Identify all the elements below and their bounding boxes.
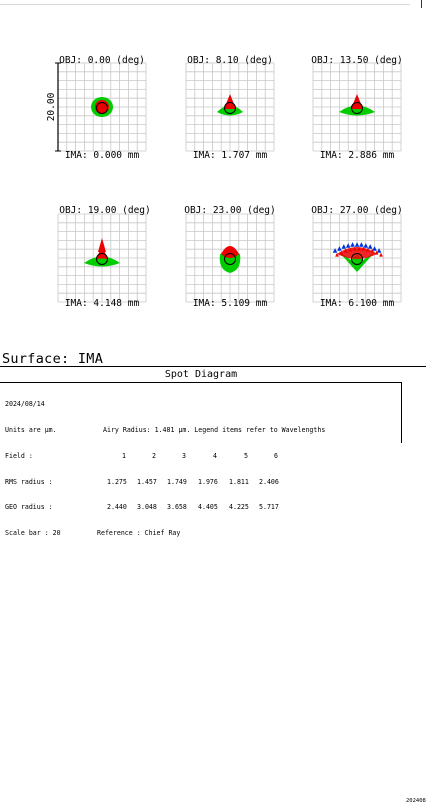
geo-radius-2: 3.048 — [137, 503, 157, 512]
red-ray-mark: ▲ — [357, 246, 361, 252]
field-obj-label: OBJ: 19.00 (deg) — [59, 205, 151, 216]
red-wavelength-spot — [224, 94, 236, 109]
field-obj-label: OBJ: 8.10 (deg) — [187, 55, 273, 66]
field-obj-label: OBJ: 23.00 (deg) — [184, 205, 276, 216]
scale-bar-label: 20.00 — [46, 92, 57, 121]
field-ima-label: IMA: 6.100 mm — [320, 298, 395, 309]
blue-ray-mark: ▲ — [350, 241, 355, 248]
info-side-divider — [401, 382, 402, 443]
field-ima-label: IMA: 4.148 mm — [65, 298, 140, 309]
blue-ray-mark: ▲ — [355, 241, 360, 248]
red-wavelength-spot — [221, 246, 239, 258]
field-obj-label: OBJ: 0.00 (deg) — [59, 55, 145, 66]
rms-radius-6: 2.406 — [259, 477, 279, 486]
blue-ray-mark: ▲ — [363, 242, 368, 249]
field-cell-6: ▲▲▲▲▲▲▲▲▲▲▲▲▲▲▲▲▲▲▲▲▲▲OBJ: 27.00 (deg)IM… — [311, 205, 403, 309]
date-stamp: 2024082 — [406, 798, 426, 804]
blue-ray-mark: ▲ — [337, 245, 342, 252]
field-cell-3: OBJ: 13.50 (deg) IMA: 2.886 mm — [311, 55, 403, 161]
red-ray-mark: ▲ — [335, 252, 339, 258]
red-ray-mark: ▲ — [366, 247, 370, 253]
airy-disc-circle — [351, 253, 363, 265]
field-ima-label: IMA: 5.109 mm — [193, 298, 268, 309]
red-wavelength-spot — [96, 245, 108, 260]
blue-ray-mark: ▲ — [341, 243, 346, 250]
airy-disc-circle — [96, 102, 108, 114]
info-title: Spot Diagram — [164, 369, 238, 380]
blue-ray-mark: ▲ — [333, 247, 338, 254]
green-wavelength-spot — [217, 105, 243, 116]
green-wavelength-spot — [339, 252, 375, 272]
geo-label: GEO radius : — [5, 503, 53, 512]
blue-ray-mark: ▲ — [377, 247, 382, 254]
blue-ray-mark: ▲ — [372, 245, 377, 252]
surface-title: Surface: IMA — [2, 351, 104, 367]
blue-ray-mark: ▲ — [368, 243, 373, 250]
field-ima-label: IMA: 0.000 mm — [65, 150, 140, 161]
blue-ray-mark: ▲ — [346, 242, 351, 249]
field-ima-label: IMA: 2.886 mm — [320, 150, 395, 161]
geo-radius-1: 2.440 — [107, 503, 127, 512]
field-number-4: 4 — [213, 451, 217, 460]
field-cell-5: OBJ: 23.00 (deg) IMA: 5.109 mm — [184, 205, 276, 309]
geo-radius-3: 3.658 — [167, 503, 187, 512]
red-ray-mark: ▲ — [348, 247, 352, 253]
field-number-2: 2 — [152, 451, 156, 460]
info-airy: Airy Radius: 1.481 µm. Legend items refe… — [103, 425, 326, 434]
red-ray-mark: ▲ — [353, 246, 357, 252]
field-cell-2: OBJ: 8.10 (deg) IMA: 1.707 mm — [185, 55, 275, 161]
top-corner-tick — [421, 0, 422, 8]
info-date: 2024/08/14 — [5, 400, 45, 409]
field-cell-4: OBJ: 19.00 (deg) IMA: 4.148 mm — [57, 205, 151, 309]
red-ray-mark: ▲ — [361, 246, 365, 252]
green-wavelength-spot — [88, 258, 116, 266]
spot-diagram-plot: OBJ: 0.00 (deg) IMA: 0.000 mm OBJ: 8.10 (d… — [46, 55, 403, 309]
field-number-1: 1 — [122, 451, 126, 460]
field-number-6: 6 — [274, 451, 278, 460]
info-text: 2024/08/14 Units are µm. Airy Radius: 1.… — [5, 383, 401, 555]
red-ray-mark: ▲ — [370, 248, 374, 254]
field-cell-1: OBJ: 0.00 (deg) IMA: 0.000 mm — [57, 55, 147, 161]
red-ray-mark: ▲ — [344, 248, 348, 254]
red-ray-spike — [98, 238, 106, 252]
reference-label: Reference : Chief Ray — [97, 529, 181, 538]
rms-radius-1: 1.275 — [107, 477, 127, 486]
info-units: Units are µm. — [5, 425, 57, 434]
rms-radius-4: 1.976 — [198, 477, 218, 486]
red-ray-mark: ▲ — [379, 252, 383, 258]
airy-disc-circle — [224, 253, 236, 265]
field-ima-label: IMA: 1.707 mm — [193, 150, 268, 161]
rms-radius-2: 1.457 — [137, 477, 157, 486]
red-ray-mark: ▲ — [375, 250, 379, 256]
field-obj-label: OBJ: 13.50 (deg) — [311, 55, 403, 66]
geo-radius-4: 4.405 — [198, 503, 218, 512]
info-divider — [0, 382, 402, 383]
airy-disc-circle — [96, 253, 108, 265]
green-wavelength-spot — [339, 105, 375, 116]
field-number-5: 5 — [244, 451, 248, 460]
geo-radius-6: 5.717 — [259, 503, 279, 512]
red-wavelength-spot — [351, 94, 363, 109]
top-divider — [0, 4, 410, 5]
field-obj-label: OBJ: 27.00 (deg) — [311, 205, 403, 216]
geo-radius-5: 4.225 — [229, 503, 249, 512]
info-panel: Spot Diagram 2024/08/14 Units are µm. Ai… — [0, 366, 426, 804]
field-label: Field : — [5, 451, 33, 460]
rms-radius-3: 1.749 — [167, 477, 187, 486]
rms-radius-5: 1.811 — [229, 477, 249, 486]
airy-disc-circle — [224, 102, 236, 114]
field-number-3: 3 — [182, 451, 186, 460]
scale-bar-label: Scale bar : 20 — [5, 529, 61, 538]
airy-disc-circle — [351, 102, 363, 114]
red-ray-mark: ▲ — [339, 250, 343, 256]
rms-label: RMS radius : — [5, 477, 53, 486]
blue-ray-mark: ▲ — [359, 241, 364, 248]
